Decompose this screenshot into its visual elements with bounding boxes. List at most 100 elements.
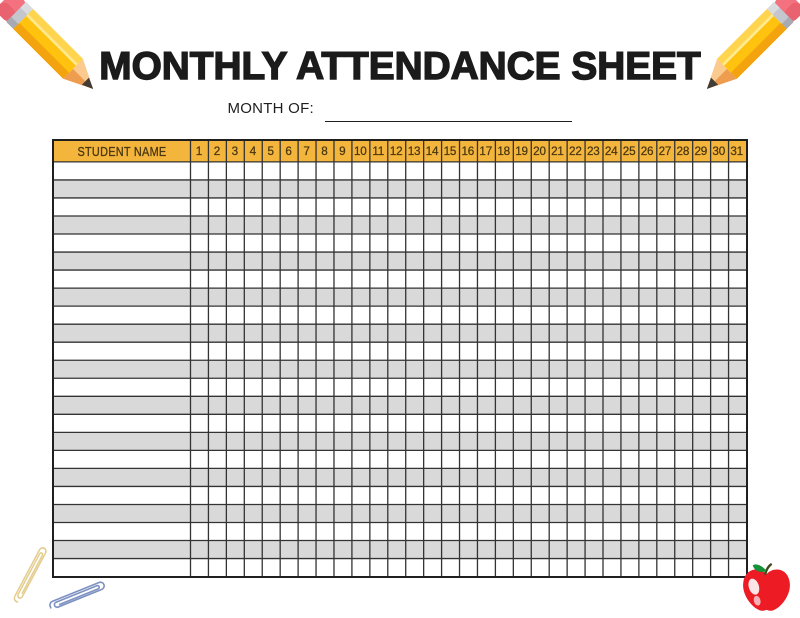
attendance-cell[interactable] bbox=[530, 161, 549, 180]
attendance-cell[interactable] bbox=[691, 323, 710, 342]
attendance-cell[interactable] bbox=[584, 485, 603, 504]
attendance-cell[interactable] bbox=[405, 197, 423, 216]
attendance-cell[interactable] bbox=[369, 449, 388, 468]
attendance-cell[interactable] bbox=[638, 359, 656, 378]
attendance-cell[interactable] bbox=[369, 503, 388, 522]
attendance-cell[interactable] bbox=[709, 395, 728, 414]
attendance-cell[interactable] bbox=[458, 269, 477, 288]
attendance-cell[interactable] bbox=[673, 521, 692, 540]
attendance-cell[interactable] bbox=[279, 539, 298, 558]
attendance-cell[interactable] bbox=[566, 323, 585, 342]
attendance-cell[interactable] bbox=[297, 233, 316, 252]
attendance-cell[interactable] bbox=[207, 557, 226, 576]
attendance-cell[interactable] bbox=[333, 431, 352, 450]
attendance-cell[interactable] bbox=[261, 215, 280, 234]
attendance-cell[interactable] bbox=[620, 179, 639, 198]
attendance-cell[interactable] bbox=[709, 287, 728, 306]
attendance-cell[interactable] bbox=[440, 233, 459, 252]
attendance-cell[interactable] bbox=[190, 377, 208, 396]
attendance-cell[interactable] bbox=[620, 269, 639, 288]
attendance-cell[interactable] bbox=[638, 233, 656, 252]
attendance-cell[interactable] bbox=[279, 377, 298, 396]
attendance-cell[interactable] bbox=[243, 323, 262, 342]
attendance-cell[interactable] bbox=[279, 197, 298, 216]
attendance-cell[interactable] bbox=[620, 377, 639, 396]
attendance-cell[interactable] bbox=[476, 503, 495, 522]
attendance-cell[interactable] bbox=[351, 431, 370, 450]
attendance-cell[interactable] bbox=[422, 431, 441, 450]
attendance-cell[interactable] bbox=[440, 413, 459, 432]
attendance-cell[interactable] bbox=[458, 431, 477, 450]
attendance-cell[interactable] bbox=[351, 305, 370, 324]
attendance-cell[interactable] bbox=[207, 341, 226, 360]
attendance-cell[interactable] bbox=[727, 377, 746, 396]
attendance-cell[interactable] bbox=[279, 287, 298, 306]
attendance-cell[interactable] bbox=[584, 431, 603, 450]
attendance-cell[interactable] bbox=[207, 449, 226, 468]
attendance-cell[interactable] bbox=[673, 287, 692, 306]
attendance-cell[interactable] bbox=[548, 251, 567, 270]
attendance-cell[interactable] bbox=[548, 413, 567, 432]
attendance-cell[interactable] bbox=[315, 431, 334, 450]
attendance-cell[interactable] bbox=[279, 179, 298, 198]
attendance-cell[interactable] bbox=[673, 557, 692, 576]
attendance-cell[interactable] bbox=[476, 557, 495, 576]
attendance-cell[interactable] bbox=[548, 395, 567, 414]
attendance-cell[interactable] bbox=[709, 323, 728, 342]
attendance-cell[interactable] bbox=[369, 467, 388, 486]
attendance-cell[interactable] bbox=[566, 287, 585, 306]
attendance-cell[interactable] bbox=[351, 521, 370, 540]
attendance-cell[interactable] bbox=[387, 161, 406, 180]
attendance-cell[interactable] bbox=[190, 449, 208, 468]
attendance-cell[interactable] bbox=[548, 539, 567, 558]
attendance-cell[interactable] bbox=[655, 269, 674, 288]
attendance-cell[interactable] bbox=[494, 377, 513, 396]
attendance-cell[interactable] bbox=[709, 503, 728, 522]
attendance-cell[interactable] bbox=[440, 503, 459, 522]
attendance-cell[interactable] bbox=[315, 323, 334, 342]
student-name-cell[interactable] bbox=[53, 521, 190, 540]
attendance-cell[interactable] bbox=[548, 467, 567, 486]
student-name-cell[interactable] bbox=[53, 287, 190, 306]
attendance-cell[interactable] bbox=[691, 197, 710, 216]
attendance-cell[interactable] bbox=[207, 287, 226, 306]
attendance-cell[interactable] bbox=[387, 179, 406, 198]
attendance-cell[interactable] bbox=[207, 485, 226, 504]
attendance-cell[interactable] bbox=[458, 233, 477, 252]
attendance-cell[interactable] bbox=[261, 179, 280, 198]
attendance-cell[interactable] bbox=[512, 233, 531, 252]
attendance-cell[interactable] bbox=[476, 431, 495, 450]
attendance-cell[interactable] bbox=[494, 359, 513, 378]
attendance-cell[interactable] bbox=[369, 269, 388, 288]
student-name-cell[interactable] bbox=[53, 557, 190, 576]
attendance-cell[interactable] bbox=[387, 521, 406, 540]
attendance-cell[interactable] bbox=[297, 413, 316, 432]
attendance-cell[interactable] bbox=[548, 305, 567, 324]
attendance-cell[interactable] bbox=[458, 557, 477, 576]
attendance-cell[interactable] bbox=[691, 521, 710, 540]
attendance-cell[interactable] bbox=[512, 557, 531, 576]
attendance-cell[interactable] bbox=[422, 467, 441, 486]
attendance-cell[interactable] bbox=[476, 323, 495, 342]
attendance-cell[interactable] bbox=[261, 431, 280, 450]
attendance-cell[interactable] bbox=[369, 287, 388, 306]
attendance-cell[interactable] bbox=[548, 341, 567, 360]
attendance-cell[interactable] bbox=[691, 449, 710, 468]
attendance-cell[interactable] bbox=[548, 359, 567, 378]
attendance-cell[interactable] bbox=[476, 233, 495, 252]
attendance-cell[interactable] bbox=[494, 215, 513, 234]
student-name-cell[interactable] bbox=[53, 341, 190, 360]
attendance-cell[interactable] bbox=[207, 539, 226, 558]
attendance-cell[interactable] bbox=[691, 431, 710, 450]
attendance-cell[interactable] bbox=[584, 467, 603, 486]
attendance-cell[interactable] bbox=[225, 467, 244, 486]
attendance-cell[interactable] bbox=[602, 341, 621, 360]
attendance-cell[interactable] bbox=[190, 341, 208, 360]
attendance-cell[interactable] bbox=[387, 251, 406, 270]
attendance-cell[interactable] bbox=[422, 341, 441, 360]
attendance-cell[interactable] bbox=[584, 269, 603, 288]
attendance-cell[interactable] bbox=[225, 485, 244, 504]
attendance-cell[interactable] bbox=[243, 413, 262, 432]
attendance-cell[interactable] bbox=[315, 179, 334, 198]
attendance-cell[interactable] bbox=[333, 521, 352, 540]
